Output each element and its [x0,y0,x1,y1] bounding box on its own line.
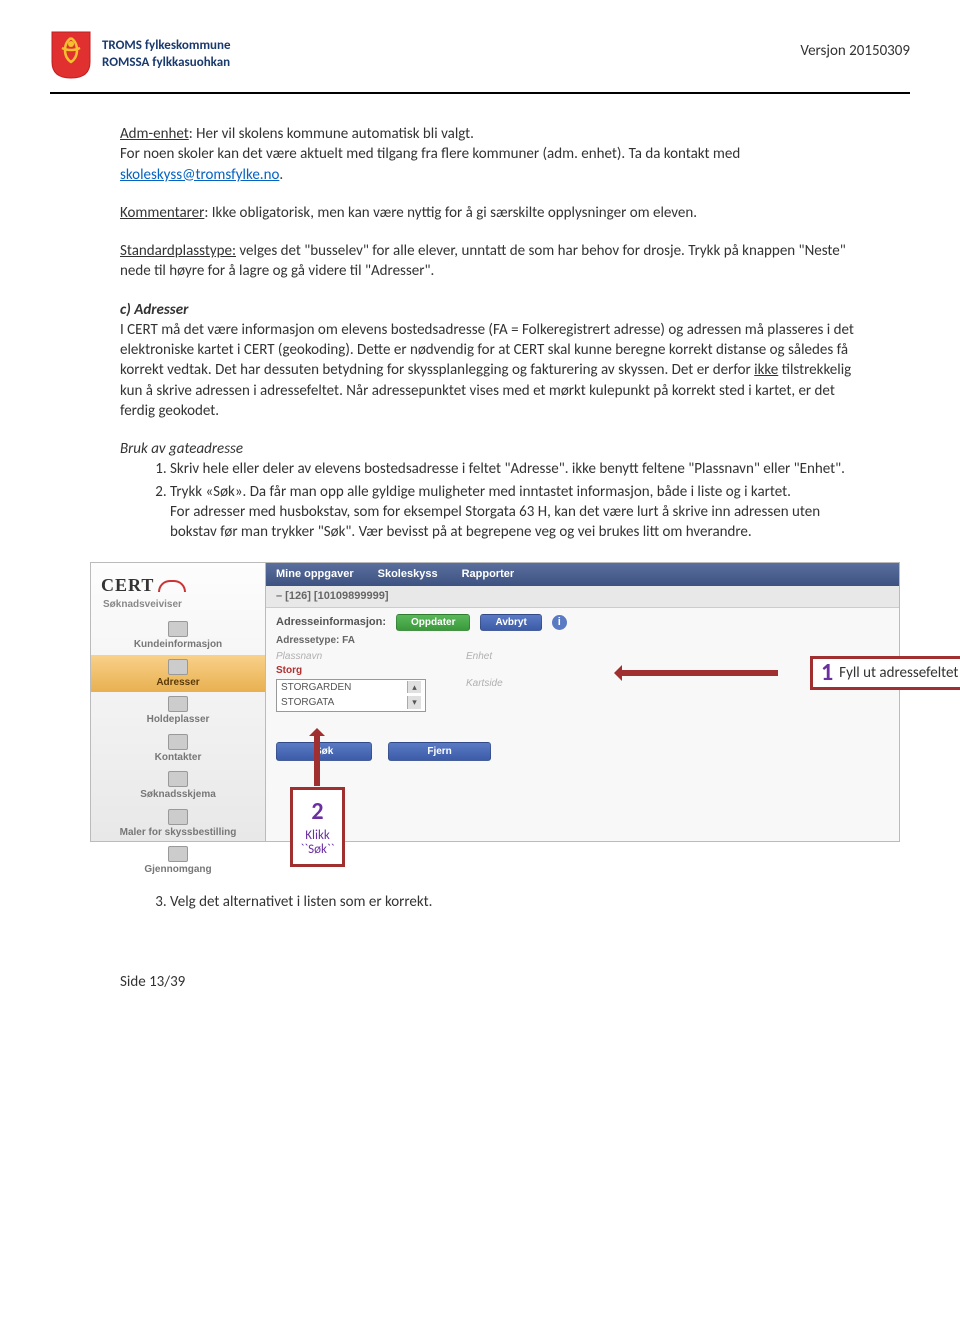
para-adm-enhet: Adm-enhet: Her vil skolens kommune autom… [120,124,860,185]
address-dropdown[interactable]: ▴STORGARDEN ▾STORGATA [276,679,426,712]
sidebar-item-gjennomgang[interactable]: Gjennomgang [91,842,265,880]
version-label: Versjon 20150309 [800,30,910,60]
sub-heading-gateadresse: Bruk av gateadresse [120,439,860,459]
record-title: – [126] [10109899999] [266,586,899,608]
sidebar-item-kundeinformasjon[interactable]: Kundeinformasjon [91,617,265,655]
sidebar-icon [168,846,188,862]
sidebar-item-label: Gjennomgang [91,863,265,877]
step-2: Trykk «Søk». Da får man opp alle gyldige… [170,482,860,543]
page-header: TROMS fylkeskommune ROMSSA fylkkasuohkan… [50,30,910,94]
avbryt-button[interactable]: Avbryt [480,614,541,632]
arrow-2 [314,732,320,786]
email-link[interactable]: skoleskyss@tromsfylke.no [120,166,279,184]
label-adm-enhet: Adm-enhet [120,125,189,143]
addrtype-label: Adressetype: FA [276,634,889,648]
label-kommentarer: Kommentarer [120,204,204,222]
troms-logo [50,30,92,80]
sidebar-item-label: Holdeplasser [91,713,265,727]
cert-sidebar: CERT Søknadsveiviser Kundeinformasjon Adr… [91,563,266,841]
callout-1: 1 Fyll ut adressefeltet [810,656,960,690]
sidebar-item-label: Kundeinformasjon [91,638,265,652]
cert-screenshot: CERT Søknadsveiviser Kundeinformasjon Adr… [90,562,900,842]
sok-button[interactable]: Søk [276,742,372,762]
step-3: Velg det alternativet i listen som er ko… [170,892,860,912]
label-standardplasstype: Standardplasstype: [120,242,236,260]
steps-list-cont: Velg det alternativet i listen som er ko… [120,892,860,912]
sidebar-icon [168,696,188,712]
step-1: Skriv hele eller deler av elevens bosted… [170,459,860,479]
menu-skoleskyss[interactable]: Skoleskyss [378,567,438,582]
fjern-button[interactable]: Fjern [388,742,490,762]
sidebar-icon [168,734,188,750]
sidebar-icon [168,809,188,825]
section-c-body: I CERT må det være informasjon om eleven… [120,320,860,421]
page-footer: Side 13/39 [50,973,910,991]
oppdater-button[interactable]: Oppdater [396,614,470,632]
sidebar-item-label: Søknadsskjema [91,788,265,802]
placeholder-plassnavn: Plassnavn [276,650,436,664]
sidebar-item-label: Maler for skyssbestilling [91,826,265,840]
sidebar-icon [168,621,188,637]
org-name-2: ROMSSA fylkkasuohkan [102,55,231,72]
callout-2: 2 Klikk``Søk`` [290,787,345,867]
sidebar-item-holdeplasser[interactable]: Holdeplasser [91,692,265,730]
cert-logo: CERT [91,569,265,597]
menu-mine-oppgaver[interactable]: Mine oppgaver [276,567,354,582]
sidebar-icon [168,771,188,787]
org-name-1: TROMS fylkeskommune [102,38,231,55]
cert-menubar: Mine oppgaver Skoleskyss Rapporter [266,563,899,586]
sidebar-item-søknadsskjema[interactable]: Søknadsskjema [91,767,265,805]
placeholder-enhet: Enhet [466,650,626,664]
steps-list: Skriv hele eller deler av elevens bosted… [120,459,860,542]
menu-rapporter[interactable]: Rapporter [462,567,515,582]
typed-text: Storg [276,664,436,678]
sidebar-item-kontakter[interactable]: Kontakter [91,730,265,768]
sidebar-item-adresser[interactable]: Adresser [91,655,265,693]
sidebar-item-label: Kontakter [91,751,265,765]
addrinfo-label: Adresseinformasjon: [276,615,386,630]
para-kommentarer: Kommentarer: Ikke obligatorisk, men kan … [120,203,860,223]
arrow-1 [618,670,778,676]
para-standardplasstype: Standardplasstype: velges det "busselev"… [120,241,860,282]
placeholder-kartside: Kartside [466,677,626,691]
sidebar-item-maler-for-skyssbestilling[interactable]: Maler for skyssbestilling [91,805,265,843]
info-icon[interactable]: i [552,615,567,630]
section-c-heading: c) Adresser [120,300,860,320]
sidebar-icon [168,659,188,675]
sidebar-subtitle: Søknadsveiviser [91,598,265,618]
sidebar-item-label: Adresser [91,676,265,690]
